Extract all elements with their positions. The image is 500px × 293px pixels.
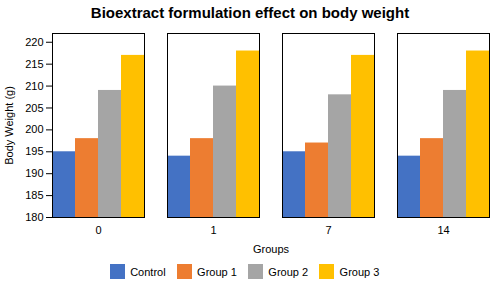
svg-text:190: 190	[25, 167, 43, 179]
html-text:Group 2: Group 2	[268, 265, 309, 278]
svg-text:Body Weight (g): Body Weight (g)	[3, 86, 15, 165]
svg-text:215: 215	[25, 58, 43, 70]
svg-text:1: 1	[210, 224, 216, 236]
svg-text:7: 7	[325, 224, 331, 236]
svg-text:195: 195	[25, 145, 43, 157]
svg-text:0: 0	[95, 224, 101, 236]
svg-text:Groups: Groups	[253, 243, 290, 255]
html-text:Bioextract formulation effect: Bioextract formulation effect on body we…	[90, 4, 410, 21]
svg-text:200: 200	[25, 123, 43, 135]
svg-text:180: 180	[25, 211, 43, 223]
svg-text:205: 205	[25, 101, 43, 113]
html-text:Control: Control	[130, 265, 166, 278]
svg-text:220: 220	[25, 36, 43, 48]
svg-text:185: 185	[25, 189, 43, 201]
html-text:Group 3: Group 3	[339, 265, 380, 278]
svg-text:14: 14	[437, 224, 449, 236]
svg-text:210: 210	[25, 80, 43, 92]
html-text:Group 1: Group 1	[197, 265, 237, 278]
